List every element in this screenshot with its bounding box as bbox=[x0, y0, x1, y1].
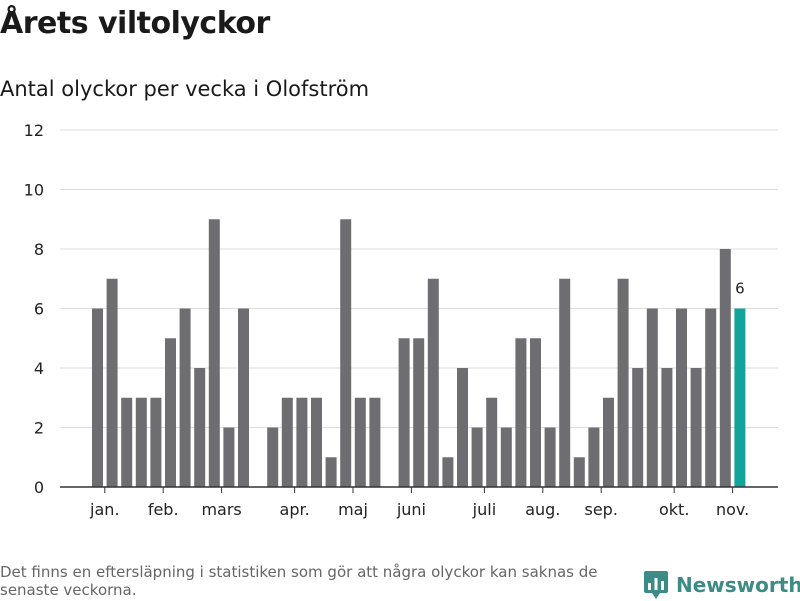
bar bbox=[544, 427, 556, 487]
bar bbox=[369, 397, 381, 487]
brand-logo: Newsworthy bbox=[644, 569, 800, 601]
bar bbox=[500, 427, 512, 487]
bar bbox=[515, 338, 527, 487]
y-tick-label: 0 bbox=[34, 478, 44, 497]
bar bbox=[632, 368, 644, 487]
y-tick-label: 6 bbox=[34, 300, 44, 319]
x-tick-label: okt. bbox=[659, 500, 689, 519]
newsworthy-logo-icon bbox=[644, 571, 668, 599]
x-tick-label: apr. bbox=[280, 500, 310, 519]
bar bbox=[296, 397, 308, 487]
bar bbox=[311, 397, 322, 487]
x-tick-label: juli bbox=[472, 500, 496, 519]
y-tick-label: 2 bbox=[34, 419, 44, 438]
bar bbox=[208, 219, 220, 487]
x-tick-label: feb. bbox=[148, 500, 179, 519]
bar bbox=[719, 249, 731, 487]
x-tick-label: nov. bbox=[716, 500, 749, 519]
bar bbox=[676, 308, 687, 487]
bar bbox=[179, 308, 191, 487]
bar bbox=[588, 427, 600, 487]
bar bbox=[398, 338, 410, 487]
bar bbox=[559, 278, 571, 487]
bar bbox=[442, 457, 454, 487]
x-tick-label: juni bbox=[396, 500, 426, 519]
bar bbox=[106, 278, 118, 487]
y-tick-label: 10 bbox=[24, 181, 44, 200]
chart-subtitle: Antal olyckor per vecka i Olofström bbox=[0, 77, 370, 101]
bar bbox=[325, 457, 337, 487]
bar bbox=[135, 397, 147, 487]
x-tick-label: jan. bbox=[89, 500, 119, 519]
bar bbox=[603, 397, 614, 487]
bar bbox=[486, 397, 498, 487]
x-tick-label: aug. bbox=[525, 500, 560, 519]
bar bbox=[457, 368, 468, 487]
brand-name: Newsworthy bbox=[676, 573, 800, 597]
bar bbox=[194, 368, 206, 487]
bar bbox=[427, 278, 439, 487]
y-tick-label: 4 bbox=[34, 359, 44, 378]
bar bbox=[150, 397, 162, 487]
bar bbox=[661, 368, 673, 487]
bar bbox=[646, 308, 658, 487]
bar bbox=[223, 427, 235, 487]
footnote: Det finns en eftersläpning i statistiken… bbox=[0, 563, 598, 599]
y-tick-label: 12 bbox=[24, 121, 44, 140]
x-tick-label: maj bbox=[338, 500, 368, 519]
bar bbox=[238, 308, 249, 487]
x-tick-label: sep. bbox=[584, 500, 617, 519]
bar bbox=[690, 368, 702, 487]
y-tick-label: 8 bbox=[34, 240, 44, 259]
bar bbox=[165, 338, 176, 487]
bar bbox=[530, 338, 541, 487]
bar bbox=[413, 338, 425, 487]
bar bbox=[267, 427, 279, 487]
bar bbox=[573, 457, 585, 487]
bar bbox=[354, 397, 366, 487]
bar bbox=[121, 397, 133, 487]
bar bbox=[281, 397, 293, 487]
x-tick-label: mars bbox=[201, 500, 241, 519]
bar bbox=[92, 308, 103, 487]
page-title: Årets viltolyckor bbox=[0, 6, 270, 41]
bar bbox=[340, 219, 352, 487]
data-label: 6 bbox=[735, 280, 745, 298]
bar bbox=[617, 278, 629, 487]
bar bbox=[705, 308, 717, 487]
bar-current-week bbox=[734, 308, 746, 487]
bar bbox=[471, 427, 483, 487]
